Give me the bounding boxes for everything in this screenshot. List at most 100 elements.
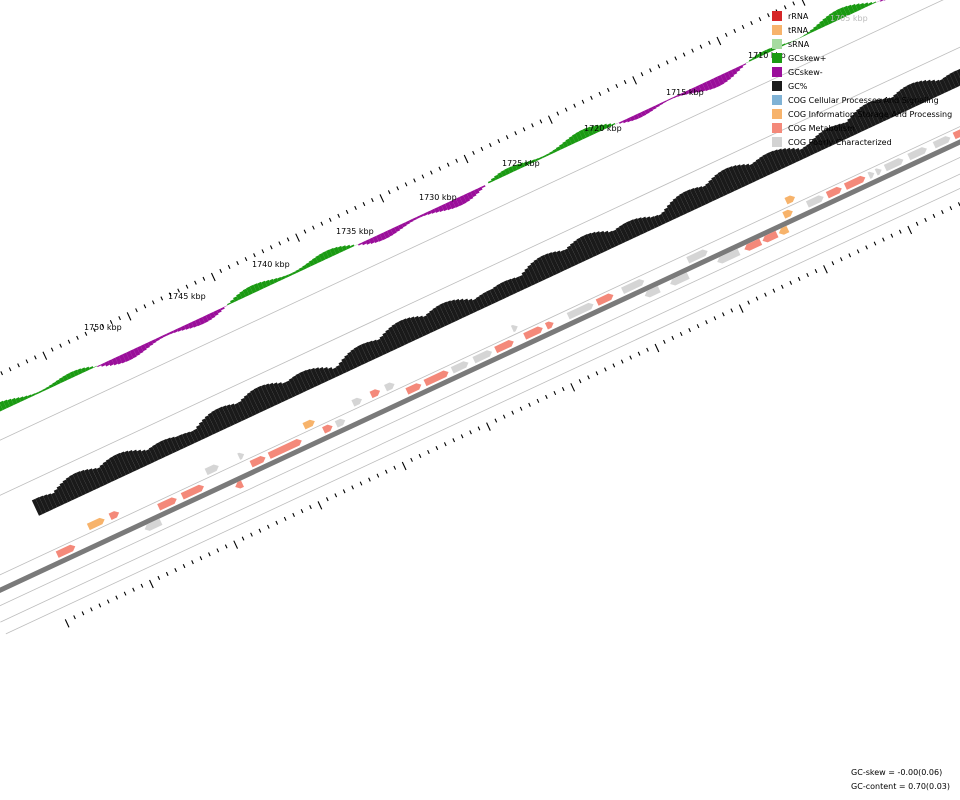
gc-content-bar xyxy=(869,100,884,124)
gc-content-bar xyxy=(234,402,246,422)
gc-content-bar xyxy=(35,497,47,515)
gene-arrow xyxy=(302,419,315,430)
gc-content-bar xyxy=(376,338,387,356)
gene-arrow xyxy=(237,452,245,460)
gc-content-bar xyxy=(99,464,112,484)
gc-content-bar xyxy=(69,474,83,498)
gc-skew-minus-bar xyxy=(618,120,624,124)
scale-tick xyxy=(531,123,534,128)
gc-skew-minus-bar xyxy=(474,188,480,195)
gc-content-bar xyxy=(479,293,489,308)
gc-skew-plus-bar xyxy=(233,296,239,302)
gc-content-bar xyxy=(499,281,511,298)
gc-content-bar xyxy=(273,382,286,403)
gc-skew-minus-bar xyxy=(705,80,714,91)
gc-skew-plus-bar xyxy=(762,49,768,55)
gc-content-bar xyxy=(629,219,641,237)
gc-content-bar xyxy=(825,127,837,146)
gc-skew-minus-bar xyxy=(687,88,694,95)
gene-arrow xyxy=(784,195,796,205)
scale-tick xyxy=(334,493,338,498)
gc-content-bar xyxy=(391,323,406,347)
scale-tick xyxy=(632,76,637,85)
scale-tick xyxy=(595,371,599,376)
scale-tick xyxy=(410,457,413,462)
gc-skew-plus-bar xyxy=(312,257,319,265)
scale-tick xyxy=(253,253,256,258)
scale-tick xyxy=(789,280,793,285)
gc-content-bar xyxy=(818,131,830,149)
gc-skew-minus-bar xyxy=(118,354,126,364)
gc-content-bar xyxy=(618,224,630,242)
gc-skew-minus-bar xyxy=(419,213,425,218)
gc-skew-plus-bar xyxy=(484,183,489,186)
gc-skew-plus-bar xyxy=(23,395,29,400)
gc-content-bar xyxy=(587,232,601,256)
gc-skew-plus-bar xyxy=(785,42,790,45)
scale-tick xyxy=(430,170,433,175)
gc-skew-plus-bar xyxy=(507,166,514,174)
gc-skew-plus-bar xyxy=(246,286,253,296)
legend-label: COG Cellular Processes And Signaling xyxy=(788,95,939,105)
scale-tick xyxy=(396,186,400,191)
gc-content-bar xyxy=(675,195,688,215)
scale-tick xyxy=(455,158,458,163)
scale-tick xyxy=(202,276,206,281)
gene-arrow xyxy=(322,424,333,434)
gc-content-bar xyxy=(862,103,877,127)
gc-content-bar xyxy=(493,285,503,301)
gc-skew-minus-bar xyxy=(129,349,137,359)
gc-content-bar xyxy=(604,230,616,249)
scale-tick xyxy=(421,174,425,179)
gc-skew-minus-bar xyxy=(655,103,660,108)
gc-content-bar xyxy=(859,106,873,129)
scale-tick xyxy=(76,335,79,340)
scale-tick xyxy=(750,21,753,26)
gc-content-bar xyxy=(902,86,916,108)
gc-skew-minus-bar xyxy=(220,306,225,311)
scale-tick xyxy=(59,343,62,348)
scale-tick xyxy=(210,272,216,282)
scale-tick xyxy=(151,300,155,305)
gene-arrow xyxy=(621,279,645,294)
scale-tick xyxy=(443,442,447,447)
gc-skew-track xyxy=(0,0,886,412)
gc-content-bar xyxy=(237,400,250,420)
gc-skew-minus-bar xyxy=(644,108,650,115)
scale-tick xyxy=(342,489,346,494)
gc-content-bar xyxy=(802,145,811,158)
gc-content-bar xyxy=(524,267,536,286)
gene-arrow xyxy=(717,248,741,264)
legend-label: GCskew- xyxy=(788,67,823,77)
gc-skew-minus-bar xyxy=(397,224,404,230)
gc-content-bar xyxy=(46,493,58,510)
gc-content-bar xyxy=(285,380,297,398)
gc-content-bar xyxy=(288,377,300,396)
scale-tick xyxy=(384,469,388,474)
gc-skew-minus-bar xyxy=(104,361,110,367)
gc-skew-minus-bar xyxy=(738,64,744,69)
scale-tick xyxy=(505,135,509,140)
gc-content-bar xyxy=(482,291,492,306)
gc-content-bar xyxy=(218,406,232,428)
gc-skew-minus-bar xyxy=(633,114,640,120)
gc-content-bar xyxy=(809,140,819,154)
scale-tick xyxy=(174,567,178,573)
scale-tick xyxy=(143,304,147,309)
gc-skew-plus-bar xyxy=(515,163,522,170)
scale-tick xyxy=(747,300,750,305)
gc-content-bar xyxy=(264,383,279,406)
scale-tick xyxy=(362,201,366,207)
gc-content-bar xyxy=(828,126,840,144)
scale-tick xyxy=(258,528,262,533)
gc-content-bar xyxy=(714,173,728,196)
scale-tick xyxy=(536,398,540,403)
gc-content-bar xyxy=(379,335,391,354)
scale-tick xyxy=(511,410,515,415)
gc-content-bar xyxy=(226,404,239,425)
gc-content-bar xyxy=(332,367,340,378)
gc-skew-plus-bar xyxy=(575,131,583,142)
gc-content-bar xyxy=(781,148,793,166)
gc-skew-minus-bar xyxy=(702,81,710,92)
gene-arrow xyxy=(450,361,469,374)
